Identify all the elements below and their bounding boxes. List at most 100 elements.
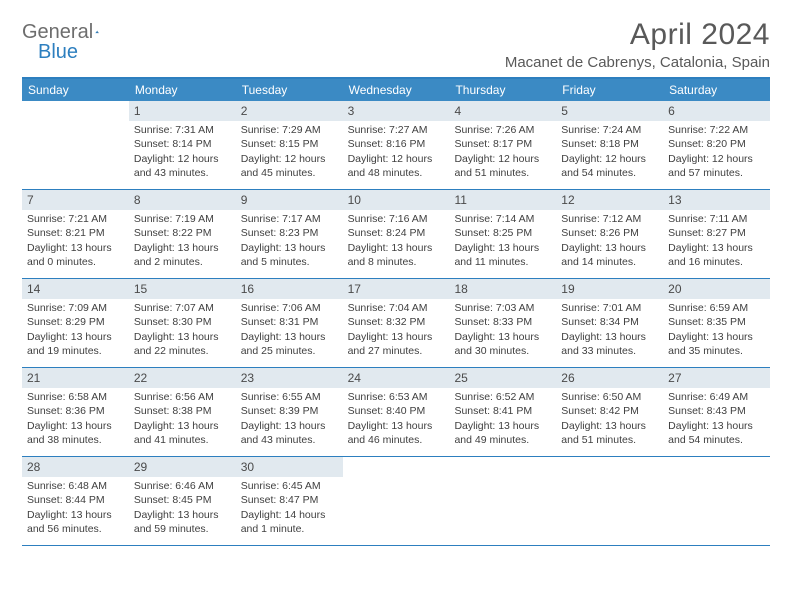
month-title: April 2024 (505, 18, 770, 52)
day-number: 8 (129, 190, 236, 210)
sunset-line: Sunset: 8:15 PM (241, 137, 338, 151)
day-cell: 19Sunrise: 7:01 AMSunset: 8:34 PMDayligh… (556, 279, 663, 367)
daylight-line: Daylight: 13 hours and 49 minutes. (454, 419, 551, 447)
logo: General (22, 18, 119, 42)
sunset-line: Sunset: 8:33 PM (454, 315, 551, 329)
logo-text-general: General (22, 22, 93, 42)
daylight-line: Daylight: 12 hours and 54 minutes. (561, 152, 658, 180)
day-cell: 9 Sunrise: 7:17 AMSunset: 8:23 PMDaylight… (236, 190, 343, 278)
week-row: 14Sunrise: 7:09 AMSunset: 8:29 PMDayligh… (22, 279, 770, 368)
day-number (449, 457, 556, 461)
sunset-line: Sunset: 8:20 PM (668, 137, 765, 151)
week-row: 1Sunrise: 7:31 AMSunset: 8:14 PMDaylight… (22, 101, 770, 190)
day-cell: 28Sunrise: 6:48 AMSunset: 8:44 PMDayligh… (22, 457, 129, 545)
daylight-line: Daylight: 13 hours and 5 minutes. (241, 241, 338, 269)
day-number: 21 (22, 368, 129, 388)
day-number: 19 (556, 279, 663, 299)
day-cell: 6 Sunrise: 7:22 AMSunset: 8:20 PMDaylight… (663, 101, 770, 189)
day-header-sat: Saturday (663, 79, 770, 101)
day-cell: 27Sunrise: 6:49 AMSunset: 8:43 PMDayligh… (663, 368, 770, 456)
daylight-line: Daylight: 13 hours and 19 minutes. (27, 330, 124, 358)
page: General April 2024 Macanet de Cabrenys, … (0, 0, 792, 556)
week-row: 28Sunrise: 6:48 AMSunset: 8:44 PMDayligh… (22, 457, 770, 546)
day-header-fri: Friday (556, 79, 663, 101)
calendar: Sunday Monday Tuesday Wednesday Thursday… (22, 77, 770, 546)
sunrise-line: Sunrise: 7:07 AM (134, 301, 231, 315)
sunrise-line: Sunrise: 6:49 AM (668, 390, 765, 404)
logo-text-blue-wrap: Blue (40, 42, 78, 63)
sunset-line: Sunset: 8:39 PM (241, 404, 338, 418)
sunset-line: Sunset: 8:41 PM (454, 404, 551, 418)
day-number (663, 457, 770, 461)
day-number (22, 101, 129, 105)
day-cell: 26Sunrise: 6:50 AMSunset: 8:42 PMDayligh… (556, 368, 663, 456)
sunset-line: Sunset: 8:34 PM (561, 315, 658, 329)
sunrise-line: Sunrise: 7:22 AM (668, 123, 765, 137)
sunrise-line: Sunrise: 6:46 AM (134, 479, 231, 493)
day-header-wed: Wednesday (343, 79, 450, 101)
daylight-line: Daylight: 12 hours and 51 minutes. (454, 152, 551, 180)
sunset-line: Sunset: 8:31 PM (241, 315, 338, 329)
sunset-line: Sunset: 8:45 PM (134, 493, 231, 507)
sunrise-line: Sunrise: 6:59 AM (668, 301, 765, 315)
sunset-line: Sunset: 8:42 PM (561, 404, 658, 418)
daylight-line: Daylight: 13 hours and 16 minutes. (668, 241, 765, 269)
day-cell: 30Sunrise: 6:45 AMSunset: 8:47 PMDayligh… (236, 457, 343, 545)
sunset-line: Sunset: 8:14 PM (134, 137, 231, 151)
day-number: 30 (236, 457, 343, 477)
day-cell: 22Sunrise: 6:56 AMSunset: 8:38 PMDayligh… (129, 368, 236, 456)
day-cell: 25Sunrise: 6:52 AMSunset: 8:41 PMDayligh… (449, 368, 556, 456)
sunset-line: Sunset: 8:17 PM (454, 137, 551, 151)
sunset-line: Sunset: 8:18 PM (561, 137, 658, 151)
daylight-line: Daylight: 13 hours and 30 minutes. (454, 330, 551, 358)
day-number: 14 (22, 279, 129, 299)
day-cell: 8Sunrise: 7:19 AMSunset: 8:22 PMDaylight… (129, 190, 236, 278)
day-cell: 4Sunrise: 7:26 AMSunset: 8:17 PMDaylight… (449, 101, 556, 189)
daylight-line: Daylight: 12 hours and 48 minutes. (348, 152, 445, 180)
day-cell: 12Sunrise: 7:12 AMSunset: 8:26 PMDayligh… (556, 190, 663, 278)
sunrise-line: Sunrise: 6:45 AM (241, 479, 338, 493)
sunset-line: Sunset: 8:47 PM (241, 493, 338, 507)
sunset-line: Sunset: 8:36 PM (27, 404, 124, 418)
sunrise-line: Sunrise: 6:56 AM (134, 390, 231, 404)
day-number: 22 (129, 368, 236, 388)
day-header-sun: Sunday (22, 79, 129, 101)
day-cell: 13Sunrise: 7:11 AMSunset: 8:27 PMDayligh… (663, 190, 770, 278)
sunrise-line: Sunrise: 6:55 AM (241, 390, 338, 404)
sunrise-line: Sunrise: 7:17 AM (241, 212, 338, 226)
daylight-line: Daylight: 13 hours and 51 minutes. (561, 419, 658, 447)
day-number: 6 (663, 101, 770, 121)
daylight-line: Daylight: 13 hours and 43 minutes. (241, 419, 338, 447)
day-number: 2 (236, 101, 343, 121)
day-number: 26 (556, 368, 663, 388)
logo-sail-icon (95, 22, 99, 42)
day-cell: 20Sunrise: 6:59 AMSunset: 8:35 PMDayligh… (663, 279, 770, 367)
day-number: 9 (236, 190, 343, 210)
day-cell: 21Sunrise: 6:58 AMSunset: 8:36 PMDayligh… (22, 368, 129, 456)
day-number: 10 (343, 190, 450, 210)
day-number (343, 457, 450, 461)
sunrise-line: Sunrise: 6:58 AM (27, 390, 124, 404)
sunset-line: Sunset: 8:25 PM (454, 226, 551, 240)
daylight-line: Daylight: 13 hours and 54 minutes. (668, 419, 765, 447)
sunset-line: Sunset: 8:23 PM (241, 226, 338, 240)
day-header-mon: Monday (129, 79, 236, 101)
sunset-line: Sunset: 8:43 PM (668, 404, 765, 418)
week-row: 21 Sunrise: 6:58 AMSunset: 8:36 PM Dayligh… (22, 368, 770, 457)
sunrise-line: Sunrise: 7:19 AM (134, 212, 231, 226)
sunrise-line: Sunrise: 7:01 AM (561, 301, 658, 315)
day-number: 20 (663, 279, 770, 299)
day-number: 7 (22, 190, 129, 210)
day-cell: 11Sunrise: 7:14 AMSunset: 8:25 PMDayligh… (449, 190, 556, 278)
sunset-line: Sunset: 8:24 PM (348, 226, 445, 240)
sunrise-line: Sunrise: 7:27 AM (348, 123, 445, 137)
daylight-line: Daylight: 13 hours and 25 minutes. (241, 330, 338, 358)
day-cell: 10Sunrise: 7:16 AMSunset: 8:24 PMDayligh… (343, 190, 450, 278)
day-cell: 7Sunrise: 7:21 AMSunset: 8:21 PMDaylight… (22, 190, 129, 278)
daylight-line: Daylight: 13 hours and 0 minutes. (27, 241, 124, 269)
sunrise-line: Sunrise: 7:11 AM (668, 212, 765, 226)
daylight-line: Daylight: 13 hours and 59 minutes. (134, 508, 231, 536)
sunset-line: Sunset: 8:16 PM (348, 137, 445, 151)
daylight-line: Daylight: 12 hours and 57 minutes. (668, 152, 765, 180)
sunrise-line: Sunrise: 7:24 AM (561, 123, 658, 137)
